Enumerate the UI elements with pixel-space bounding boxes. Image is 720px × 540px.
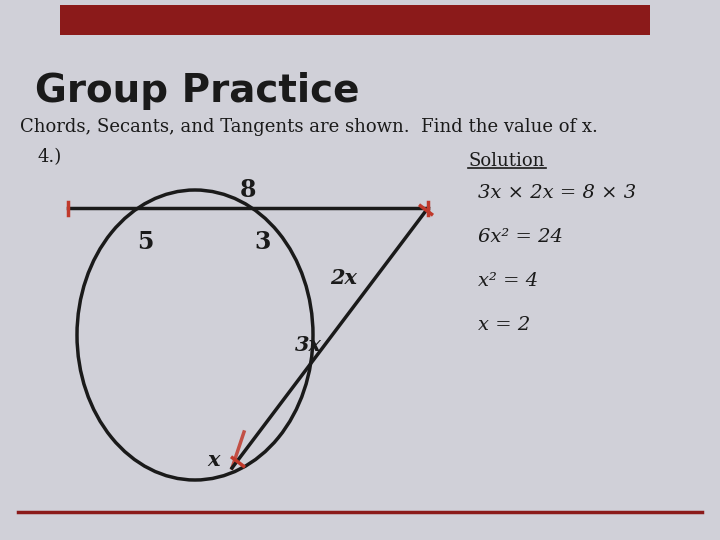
Text: x² = 4: x² = 4 xyxy=(478,272,538,290)
Text: 8: 8 xyxy=(240,178,256,202)
Text: 3: 3 xyxy=(255,230,271,254)
Text: Solution: Solution xyxy=(468,152,544,170)
Text: Chords, Secants, and Tangents are shown.  Find the value of x.: Chords, Secants, and Tangents are shown.… xyxy=(20,118,598,136)
Text: Group Practice: Group Practice xyxy=(35,72,359,110)
Text: 6x² = 24: 6x² = 24 xyxy=(478,228,563,246)
Text: 2x: 2x xyxy=(330,268,357,288)
Text: 3x × 2x = 8 × 3: 3x × 2x = 8 × 3 xyxy=(478,184,636,202)
Text: x = 2: x = 2 xyxy=(478,316,530,334)
Text: x: x xyxy=(208,450,220,470)
FancyBboxPatch shape xyxy=(60,5,650,35)
Text: 4.): 4.) xyxy=(38,148,62,166)
Text: 3x: 3x xyxy=(295,335,322,355)
Text: 5: 5 xyxy=(137,230,153,254)
